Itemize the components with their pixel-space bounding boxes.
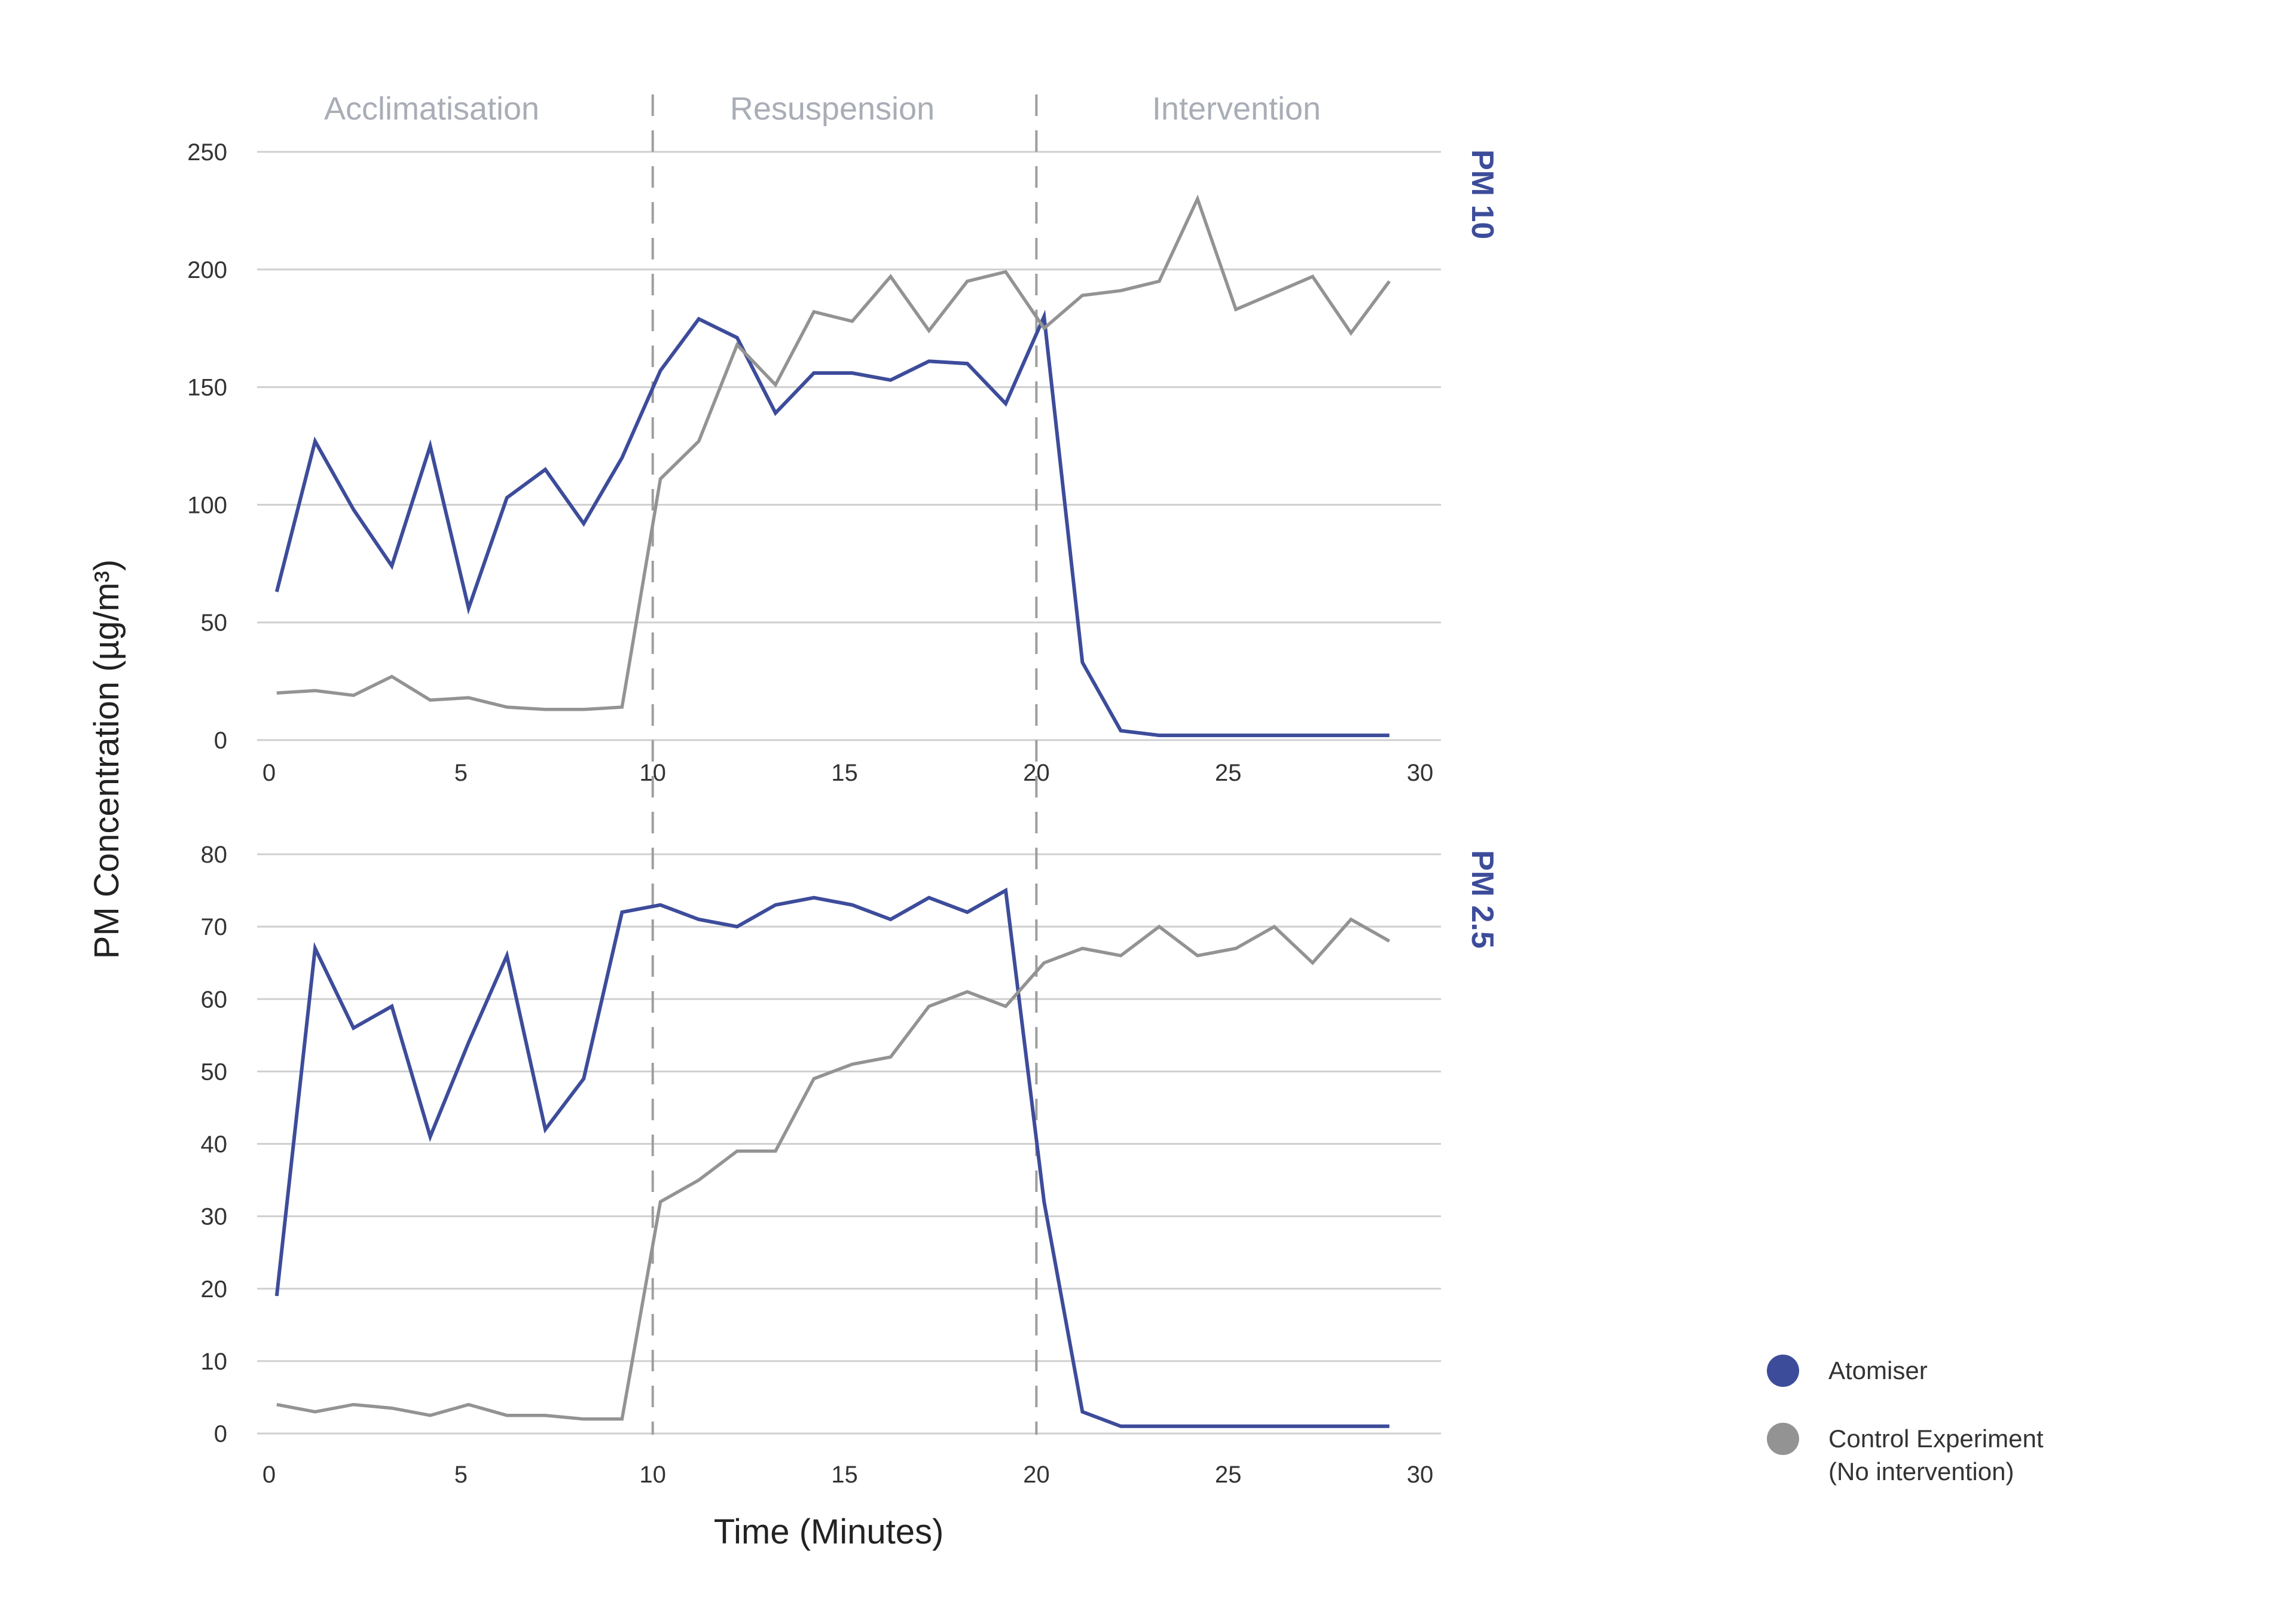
grid-layer bbox=[257, 151, 1441, 1435]
phase-label-intervention: Intervention bbox=[1152, 91, 1321, 127]
y-tick-pm10-250: 250 bbox=[187, 139, 227, 166]
legend-marker-atomiser bbox=[1767, 1355, 1799, 1387]
x-tick-pm25-10: 10 bbox=[639, 1462, 666, 1488]
legend: Atomiser Control Experiment (No interven… bbox=[1767, 1355, 2044, 1486]
x-tick-pm25-15: 15 bbox=[831, 1462, 858, 1488]
x-tick-pm10-20: 20 bbox=[1023, 760, 1050, 786]
x-tick-pm25-5: 5 bbox=[454, 1462, 468, 1488]
series-line-pm25-control bbox=[276, 917, 1391, 1421]
x-tick-pm10-15: 15 bbox=[831, 760, 858, 786]
series-line-layer bbox=[274, 194, 1391, 1428]
x-tick-pm10-25: 25 bbox=[1215, 760, 1242, 786]
x-tick-pm10-0: 0 bbox=[262, 760, 276, 786]
label-layer: Acclimatisation Resuspension Interventio… bbox=[87, 91, 1500, 1551]
series-line-pm10-atomiser bbox=[274, 310, 1390, 738]
y-tick-pm25-70: 70 bbox=[201, 914, 228, 940]
y-tick-pm25-0: 0 bbox=[214, 1421, 227, 1447]
series-line-pm10-control bbox=[276, 194, 1391, 711]
y-tick-pm25-40: 40 bbox=[201, 1132, 228, 1158]
x-tick-pm25-0: 0 bbox=[262, 1462, 276, 1488]
x-tick-pm10-10: 10 bbox=[639, 760, 666, 786]
x-tick-pm25-30: 30 bbox=[1407, 1462, 1434, 1488]
y-tick-pm25-30: 30 bbox=[201, 1204, 228, 1230]
legend-label-control-line1: Control Experiment bbox=[1828, 1425, 2044, 1453]
panel-label-pm25: PM 2.5 bbox=[1465, 850, 1500, 949]
y-axis-title: PM Concentration (µg/m³) bbox=[87, 560, 126, 959]
y-tick-pm10-150: 150 bbox=[187, 375, 227, 401]
y-tick-pm25-20: 20 bbox=[201, 1276, 228, 1303]
phase-label-acclimatisation: Acclimatisation bbox=[324, 91, 539, 127]
y-tick-pm10-0: 0 bbox=[214, 728, 227, 754]
legend-marker-control bbox=[1767, 1423, 1799, 1455]
y-tick-pm25-60: 60 bbox=[201, 986, 228, 1013]
panel-label-pm10: PM 10 bbox=[1465, 149, 1500, 239]
y-tick-pm10-200: 200 bbox=[187, 257, 227, 283]
x-tick-pm25-25: 25 bbox=[1215, 1462, 1242, 1488]
legend-label-control-line2: (No intervention) bbox=[1828, 1457, 2014, 1486]
y-tick-pm25-10: 10 bbox=[201, 1349, 228, 1375]
series-line-pm25-atomiser bbox=[274, 887, 1390, 1428]
x-tick-pm25-20: 20 bbox=[1023, 1462, 1050, 1488]
y-tick-pm10-50: 50 bbox=[201, 610, 228, 636]
phase-label-resuspension: Resuspension bbox=[730, 91, 935, 127]
legend-label-atomiser: Atomiser bbox=[1828, 1356, 1928, 1384]
x-tick-pm10-30: 30 bbox=[1407, 760, 1434, 786]
x-axis-title: Time (Minutes) bbox=[714, 1512, 944, 1551]
y-tick-pm10-100: 100 bbox=[187, 492, 227, 518]
x-tick-pm10-5: 5 bbox=[454, 760, 468, 786]
y-tick-pm25-80: 80 bbox=[201, 842, 228, 868]
y-tick-pm25-50: 50 bbox=[201, 1059, 228, 1085]
